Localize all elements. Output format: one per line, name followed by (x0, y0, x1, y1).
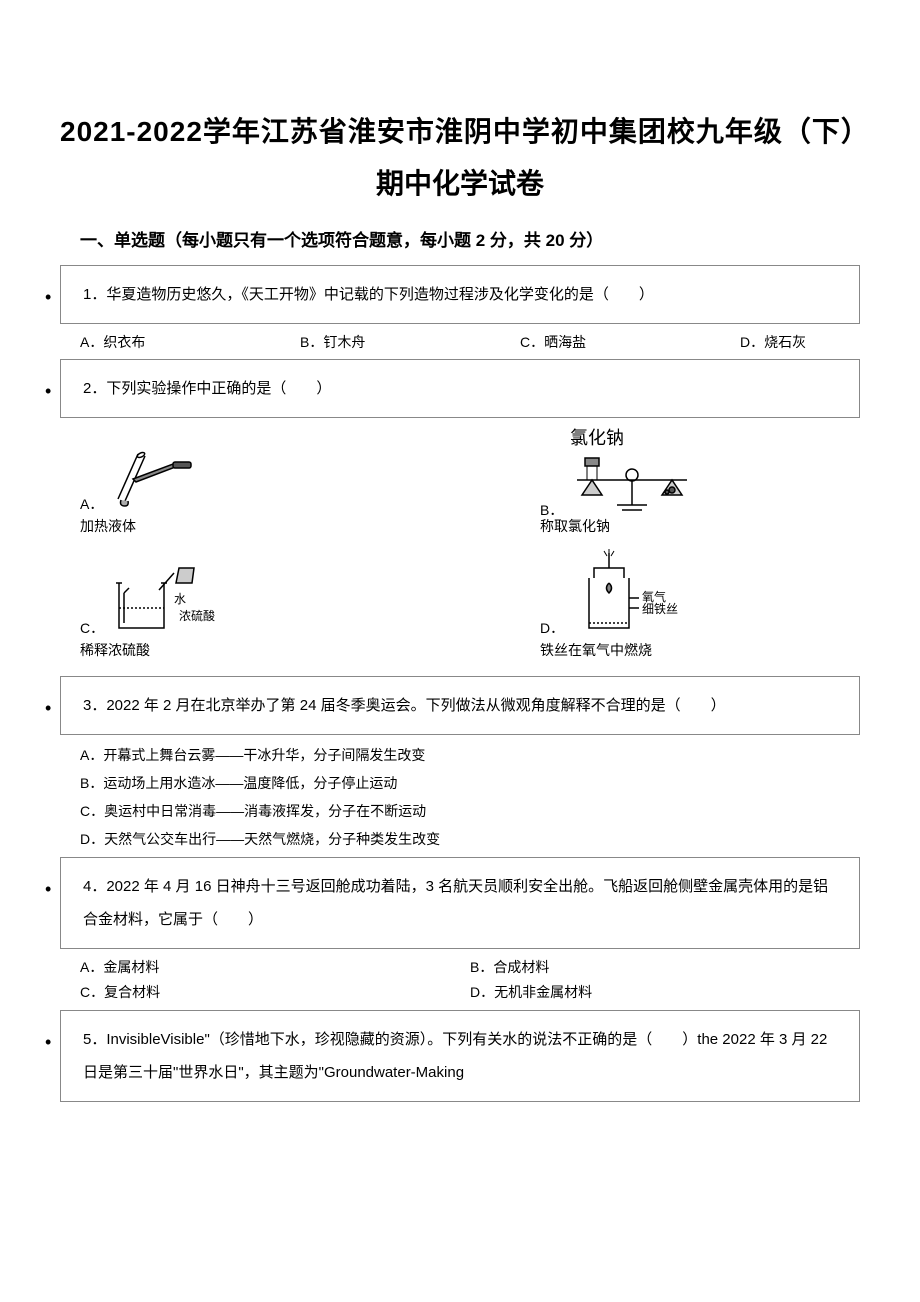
q2-option-c: C． 水 浓硫酸 稀释浓硫酸 (80, 548, 470, 660)
q1-option-d: D．烧石灰 (740, 330, 920, 355)
exam-page: 2021-2022学年江苏省淮安市淮阴中学初中集团校九年级（下） 期中化学试卷 … (0, 20, 920, 1136)
q1-option-a: A．织衣布 (80, 330, 300, 355)
question-4: 4．2022 年 4 月 16 日神舟十三号返回舱成功着陆，3 名航天员顺利安全… (60, 857, 860, 949)
q2-d-label: D． (540, 618, 564, 638)
section-header: 一、单选题（每小题只有一个选项符合题意，每小题 2 分，共 20 分） (80, 226, 860, 251)
q2-d-caption: 铁丝在氧气中燃烧 (540, 640, 860, 660)
q3-options: A．开幕式上舞台云雾——干冰升华，分子间隔发生改变 B．运动场上用水造冰——温度… (80, 741, 860, 853)
q4-option-a: A．金属材料 (80, 955, 470, 980)
q3-option-d: D．天然气公交车出行——天然气燃烧，分子种类发生改变 (80, 825, 860, 853)
question-5: 5．InvisibleVisible"（珍惜地下水，珍视隐藏的资源）。下列有关水… (60, 1010, 860, 1102)
q2-c-img-text2: 浓硫酸 (179, 608, 215, 623)
q4-stem: 4．2022 年 4 月 16 日神舟十三号返回舱成功着陆，3 名航天员顺利安全… (83, 870, 843, 936)
q4-option-b: B．合成材料 (470, 955, 860, 980)
title-line1: 2021-2022学年江苏省淮安市淮阴中学初中集团校九年级（下） (60, 110, 860, 150)
q2-d-img-text2: 细铁丝 (642, 602, 678, 616)
title-line2: 期中化学试卷 (60, 162, 860, 202)
question-3: 3．2022 年 2 月在北京举办了第 24 届冬季奥运会。下列做法从微观角度解… (60, 676, 860, 735)
q3-stem: 3．2022 年 2 月在北京举办了第 24 届冬季奥运会。下列做法从微观角度解… (83, 689, 843, 722)
q2-stem: 2．下列实验操作中正确的是（ ） (83, 372, 843, 405)
q2-b-img-text: 氯化钠 (570, 424, 624, 450)
q1-options: A．织衣布 B．钉木舟 C．晒海盐 D．烧石灰 (80, 330, 920, 355)
q3-option-a: A．开幕式上舞台云雾——干冰升华，分子间隔发生改变 (80, 741, 860, 769)
dilute-acid-icon: 水 浓硫酸 (104, 558, 244, 638)
q1-option-b: B．钉木舟 (300, 330, 520, 355)
q2-option-d: D． 氧气 细铁丝 铁丝在氧气中燃烧 (470, 548, 860, 660)
q5-stem: 5．InvisibleVisible"（珍惜地下水，珍视隐藏的资源）。下列有关水… (83, 1023, 843, 1089)
q2-options: A． 加热液体 氯化钠 B． (80, 424, 860, 672)
q3-option-c: C．奥运村中日常消毒——消毒液挥发，分子在不断运动 (80, 797, 860, 825)
q4-option-d: D．无机非金属材料 (470, 980, 860, 1005)
q2-option-b: 氯化钠 B． (470, 424, 860, 536)
q1-stem: 1．华夏造物历史悠久，《天工开物》中记载的下列造物过程涉及化学变化的是（ ） (83, 278, 843, 311)
q2-b-caption: 称取氯化钠 (540, 516, 860, 536)
q4-options: A．金属材料 B．合成材料 C．复合材料 D．无机非金属材料 (80, 955, 860, 1005)
question-1: 1．华夏造物历史悠久，《天工开物》中记载的下列造物过程涉及化学变化的是（ ） (60, 265, 860, 324)
q2-c-img-text1: 水 (174, 592, 186, 606)
q2-option-a: A． 加热液体 (80, 424, 470, 536)
q2-a-label: A． (80, 494, 103, 514)
question-2: 2．下列实验操作中正确的是（ ） (60, 359, 860, 418)
balance-scale-icon (567, 450, 697, 520)
q2-c-label: C． (80, 618, 104, 638)
test-tube-heating-icon (103, 424, 203, 514)
q2-a-caption: 加热液体 (80, 516, 470, 536)
q4-option-c: C．复合材料 (80, 980, 470, 1005)
q3-option-b: B．运动场上用水造冰——温度降低，分子停止运动 (80, 769, 860, 797)
q2-c-caption: 稀释浓硫酸 (80, 640, 470, 660)
iron-wire-burning-icon: 氧气 细铁丝 (564, 548, 704, 638)
q1-option-c: C．晒海盐 (520, 330, 740, 355)
